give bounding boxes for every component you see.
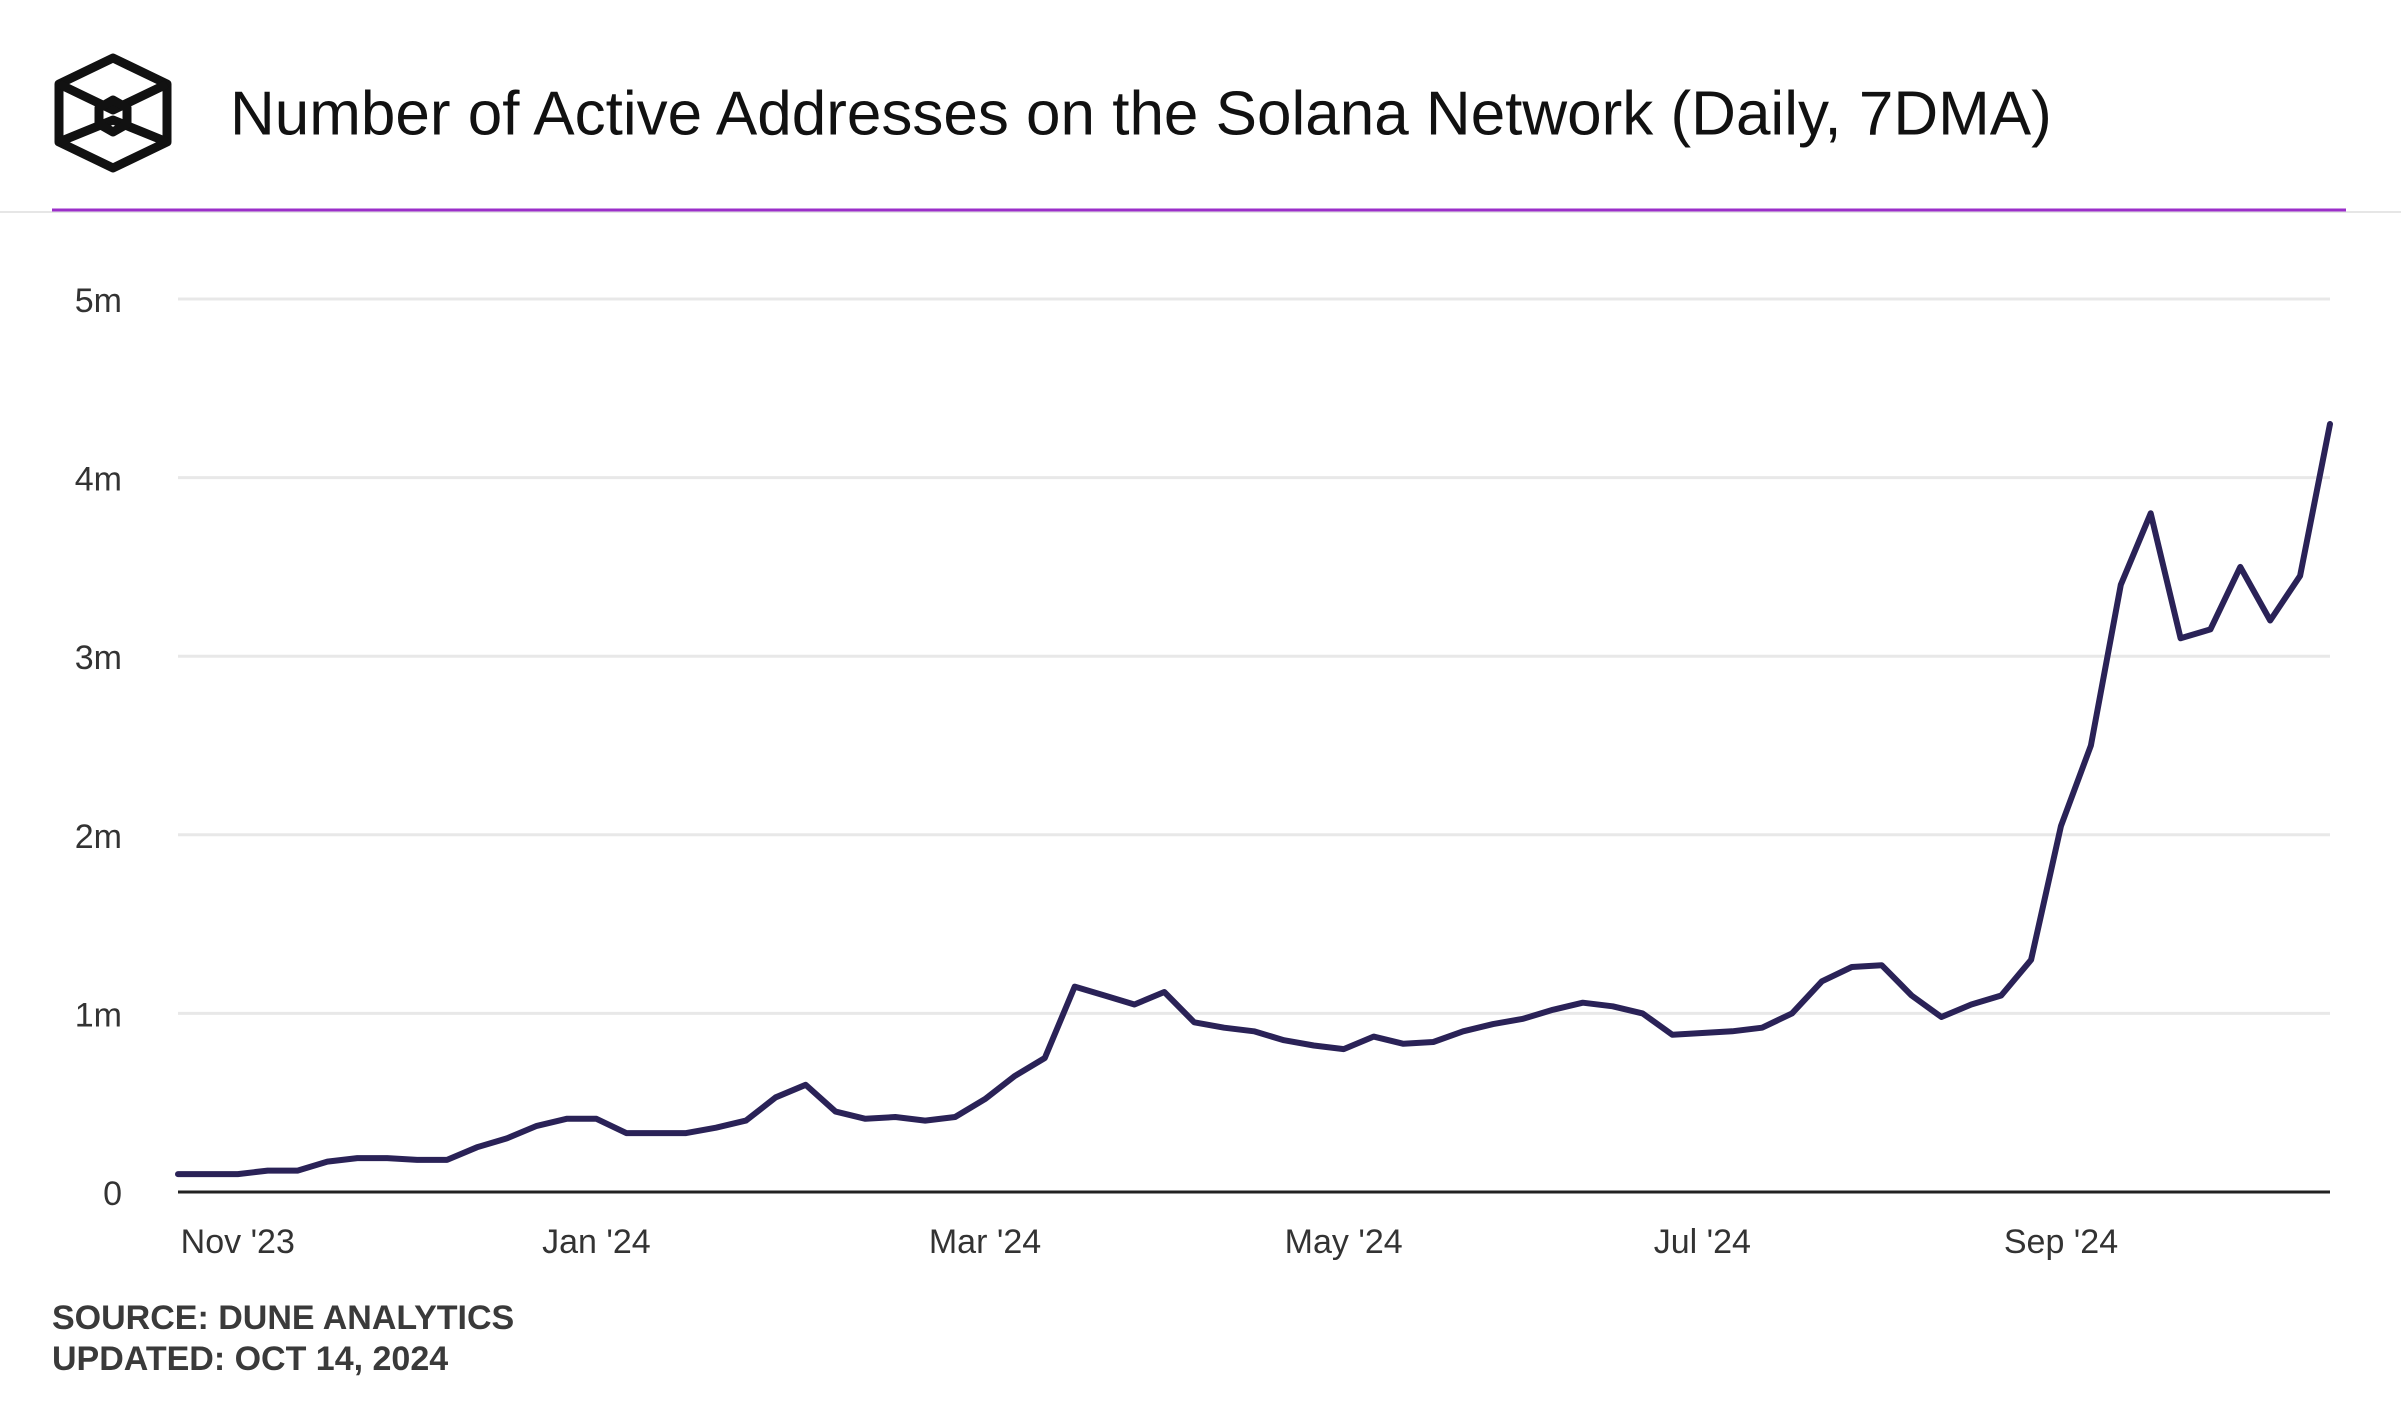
y-tick-label: 4m: [75, 461, 122, 499]
logo: [54, 53, 172, 173]
logo-edge: [57, 79, 169, 115]
y-tick-label: 3m: [75, 639, 122, 677]
y-tick-label: 0: [103, 1175, 122, 1213]
y-tick-label: 2m: [75, 818, 122, 856]
x-tick-label: May '24: [1285, 1223, 1403, 1261]
x-tick-label: Mar '24: [929, 1223, 1041, 1261]
logo-edge: [57, 115, 169, 147]
logo-core: [94, 95, 132, 137]
x-tick-label: Sep '24: [2004, 1223, 2118, 1261]
x-tick-label: Nov '23: [181, 1223, 295, 1261]
updated-note: UPDATED: OCT 14, 2024: [52, 1340, 448, 1378]
chart-title: Number of Active Addresses on the Solana…: [230, 79, 2052, 148]
data-line: [175, 421, 2333, 1178]
y-tick-label: 5m: [75, 282, 122, 320]
source-note: SOURCE: DUNE ANALYTICS: [52, 1299, 514, 1337]
y-tick-label: 1m: [75, 996, 122, 1034]
x-tick-label: Jan '24: [542, 1223, 651, 1261]
x-tick-label: Jul '24: [1654, 1223, 1751, 1261]
